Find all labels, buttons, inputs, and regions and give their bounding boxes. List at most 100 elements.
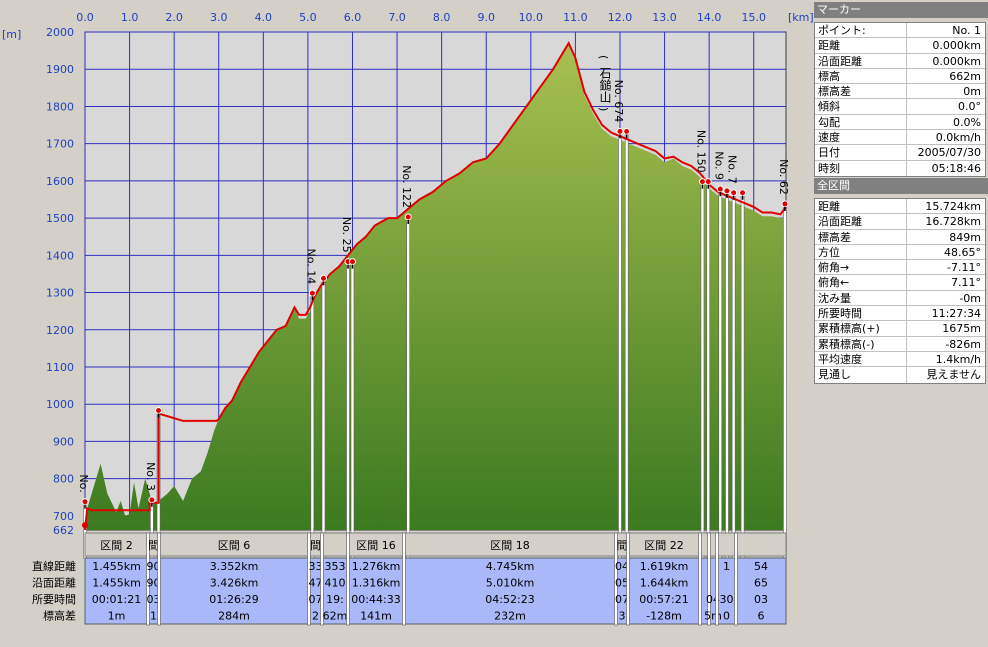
segment-cell: 0: [723, 610, 730, 623]
x-tick-label: 15.0: [741, 11, 766, 24]
marker-pin: [623, 127, 631, 135]
segment-cell: 353: [325, 560, 346, 573]
total-info-row: 沈み量 -0m: [815, 290, 985, 307]
x-tick-label: 10.0: [519, 11, 544, 24]
marker-info-key: 日付: [815, 145, 907, 160]
segment-cell: 1: [723, 560, 730, 573]
segment-cell: 5.010km: [486, 577, 535, 590]
segment-cell: 04: [615, 560, 629, 573]
segment-row-label: 沿面距離: [32, 576, 76, 590]
marker-pin: [730, 189, 738, 197]
segment-header-label: 間: [148, 539, 159, 552]
segment-cell: 00:57:21: [639, 593, 688, 606]
total-info-row: 方位 48.65°: [815, 244, 985, 261]
marker-line: [740, 195, 745, 559]
y-tick-label: 800: [53, 473, 74, 486]
marker-pin: [348, 258, 356, 266]
marker-label: No. 674: [612, 80, 625, 123]
marker-info-value: 0.0%: [953, 115, 981, 129]
total-info-key: 所要時間: [815, 306, 907, 321]
total-info-key: 累積標高(+): [815, 321, 907, 336]
segment-divider: [626, 532, 630, 626]
segment-cell: 90: [147, 560, 161, 573]
marker-pin: [320, 274, 328, 282]
terrain-area: [85, 45, 786, 530]
segment-header-label: 間: [617, 539, 628, 552]
total-info-value: 11:27:34: [931, 307, 981, 321]
total-info-key: 俯角→: [815, 260, 907, 275]
y-unit-label: [m]: [2, 28, 21, 41]
marker-line: [346, 264, 350, 559]
segment-divider: [614, 532, 618, 626]
total-info-value: -0m: [959, 291, 981, 305]
marker-line: [783, 206, 787, 559]
marker-pin: [616, 127, 624, 135]
total-info-value: 7.11°: [951, 276, 981, 290]
total-info-key: 距離: [815, 199, 907, 214]
marker-info-row: 距離 0.000km: [815, 38, 985, 54]
total-info-key: 沈み量: [815, 290, 907, 306]
marker-info-value: 0.0km/h: [935, 131, 981, 145]
total-info-row: 俯角← 7.11°: [815, 275, 985, 291]
total-info-value: 15.724km: [925, 200, 981, 213]
segment-cell: 1m: [108, 610, 126, 623]
y-tick-label: 900: [53, 435, 74, 448]
total-info-value: 見えません: [926, 368, 981, 382]
segment-divider: [320, 532, 324, 626]
marker-info-key: 速度: [815, 130, 907, 145]
y-tick-label: 1300: [46, 287, 74, 300]
marker-label: No. 62: [777, 159, 790, 195]
peak-annotation-prefix: (: [597, 55, 610, 59]
marker-label: No. 7: [726, 155, 739, 184]
segment-header-label: 区間 22: [644, 539, 684, 552]
marker-line: [725, 193, 729, 559]
x-tick-label: 4.0: [255, 11, 273, 24]
total-info-row: 沿面距離 16.728km: [815, 214, 985, 230]
segment-cell: 90: [147, 577, 161, 590]
segment-cell: -128m: [646, 610, 682, 623]
segment-cell: 01:26:29: [209, 593, 258, 606]
x-tick-label: 6.0: [344, 11, 362, 24]
segment-header-label: 区間 16: [356, 539, 396, 552]
segment-cell: 3.352km: [210, 560, 259, 573]
marker-info-row: ポイント: No. 1: [815, 23, 985, 39]
total-info-value: 849m: [949, 230, 981, 244]
total-info-key: 方位: [815, 244, 907, 260]
marker-label: No.: [77, 474, 90, 492]
marker-line: [706, 184, 711, 559]
marker-pin: [704, 178, 712, 186]
total-info-row: 所要時間 11:27:34: [815, 306, 985, 322]
total-info-row: 平均速度 1.4km/h: [815, 351, 985, 368]
segment-cell: 1: [150, 610, 157, 623]
segment-cell: 04:52:23: [485, 593, 534, 606]
y-tick-label: 1000: [46, 398, 74, 411]
marker-info-row: 速度 0.0km/h: [815, 130, 985, 146]
total-info-key: 見通し: [815, 367, 907, 383]
marker-line: [321, 281, 326, 559]
total-info-value: -826m: [945, 337, 981, 351]
segment-cell: 1.316km: [352, 577, 401, 590]
y-tick-label: 1900: [46, 63, 74, 76]
segment-cell: 5m: [704, 610, 722, 623]
route-line: [84, 41, 787, 531]
marker-label: No. 3: [144, 462, 157, 491]
total-info-value: 1.4km/h: [935, 352, 981, 366]
segment-cell: 2: [312, 610, 319, 623]
segment-cell: 1.276km: [352, 560, 401, 573]
segment-cell: 00:44:33: [351, 593, 400, 606]
marker-pin: [698, 178, 706, 186]
total-info-key: 平均速度: [815, 351, 907, 367]
marker-info-key: 標高差: [815, 84, 907, 99]
segment-divider: [715, 532, 719, 626]
segment-header-label: 区間 18: [490, 539, 530, 552]
segment-cell: 410: [325, 577, 346, 590]
y-tick-label: 1600: [46, 175, 74, 188]
x-tick-label: 1.0: [121, 11, 139, 24]
marker-pin: [781, 200, 789, 208]
segment-divider: [146, 532, 150, 626]
y-tick-label: 1500: [46, 212, 74, 225]
x-tick-label: 9.0: [477, 11, 495, 24]
segment-cell: 54: [754, 560, 768, 573]
marker-info-row: 日付 2005/07/30: [815, 145, 985, 161]
segment-divider: [402, 532, 406, 626]
